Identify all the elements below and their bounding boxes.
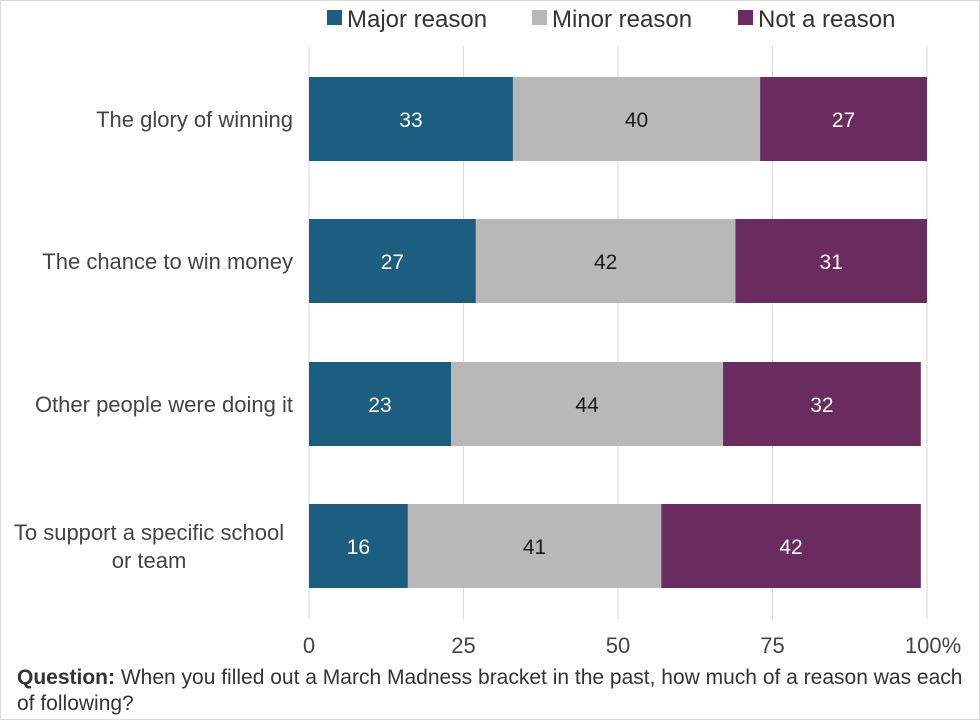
bar-segment [309,504,408,588]
bar-segment [451,362,724,446]
data-label: 32 [810,394,833,417]
data-label: 42 [779,536,802,559]
x-tick-label: 75 [760,633,784,658]
bar-segment [512,77,761,161]
legend-swatch [738,10,753,25]
stacked-bar-chart: 0 25 50 75 100% 33 40 27 The glory of winning 27 4… [14,6,961,658]
bar-segment [723,362,921,446]
legend-swatch [532,10,547,25]
legend-label: Minor reason [552,6,692,33]
data-label: 42 [594,251,617,274]
x-tick-label: 0 [303,633,315,658]
bar-segment [309,362,452,446]
bar-segment [309,77,513,161]
bar-segment [735,219,927,303]
data-label: 27 [832,109,855,132]
bar-segment [407,504,662,588]
bar-segment [661,504,921,588]
bar-segment [475,219,736,303]
x-tick-label: 100% [905,633,961,658]
x-tick-label: 25 [451,633,475,658]
category-label: or team [112,548,187,573]
legend-swatch [327,10,342,25]
data-label: 33 [399,109,422,132]
category-label: To support a specific school [14,520,284,545]
data-label: 23 [368,394,391,417]
bar-segment [309,219,476,303]
data-label: 41 [523,536,546,559]
x-tick-label: 50 [606,633,630,658]
question-text: When you filled out a March Madness brac… [17,666,963,715]
data-label: 27 [381,251,404,274]
legend-label: Not a reason [758,6,895,33]
legend-label: Major reason [347,6,487,33]
question-note: Question: When you filled out a March Ma… [17,665,967,717]
question-label: Question: [17,666,115,689]
category-label: The glory of winning [96,107,293,132]
bar-segment [760,77,927,161]
data-label: 44 [575,394,599,417]
data-label: 31 [820,251,843,274]
category-label: The chance to win money [42,249,293,274]
data-label: 40 [625,109,648,132]
category-label: Other people were doing it [35,392,293,417]
data-label: 16 [347,536,370,559]
